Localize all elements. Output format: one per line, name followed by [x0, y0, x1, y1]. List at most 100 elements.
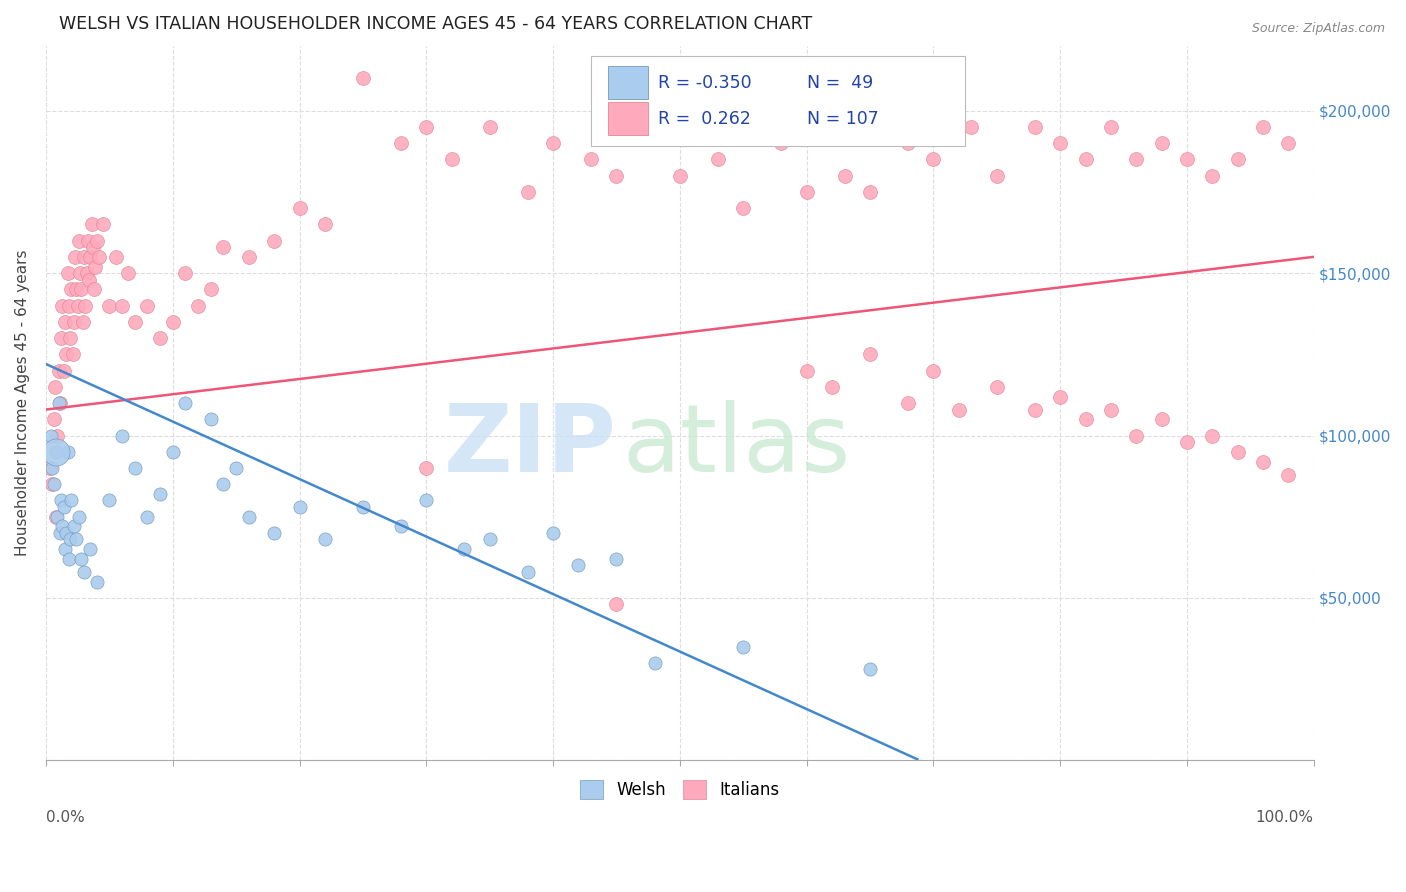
Point	[66, 299, 89, 313]
Legend: Welsh, Italians: Welsh, Italians	[574, 773, 786, 805]
Point	[65, 282, 87, 296]
Point	[174, 266, 197, 280]
Point	[200, 282, 222, 296]
Point	[212, 477, 235, 491]
Point	[111, 428, 134, 442]
Point	[63, 315, 86, 329]
Point	[238, 250, 260, 264]
Point	[73, 565, 96, 579]
Point	[859, 662, 882, 676]
Point	[1099, 402, 1122, 417]
Point	[200, 412, 222, 426]
Point	[65, 533, 87, 547]
Point	[124, 461, 146, 475]
Point	[149, 487, 172, 501]
Point	[49, 526, 72, 541]
Text: WELSH VS ITALIAN HOUSEHOLDER INCOME AGES 45 - 64 YEARS CORRELATION CHART: WELSH VS ITALIAN HOUSEHOLDER INCOME AGES…	[59, 15, 811, 33]
Point	[77, 272, 100, 286]
Point	[453, 542, 475, 557]
Point	[45, 509, 67, 524]
Point	[55, 347, 77, 361]
Point	[897, 136, 920, 150]
Point	[48, 363, 70, 377]
Point	[669, 169, 692, 183]
Text: R =  0.262: R = 0.262	[658, 110, 751, 128]
Point	[1150, 136, 1173, 150]
Point	[288, 500, 311, 514]
Point	[1277, 136, 1299, 150]
Point	[124, 315, 146, 329]
Point	[79, 250, 101, 264]
Point	[516, 185, 538, 199]
Point	[352, 71, 374, 86]
FancyBboxPatch shape	[591, 56, 965, 145]
Point	[41, 477, 63, 491]
Text: N = 107: N = 107	[807, 110, 879, 128]
Point	[60, 282, 83, 296]
Point	[478, 533, 501, 547]
Point	[1049, 390, 1071, 404]
Point	[1125, 428, 1147, 442]
Point	[136, 509, 159, 524]
Point	[288, 201, 311, 215]
Point	[79, 542, 101, 557]
Point	[38, 461, 60, 475]
Point	[605, 552, 627, 566]
Point	[45, 444, 67, 458]
Point	[56, 266, 79, 280]
Point	[733, 201, 755, 215]
Point	[1226, 153, 1249, 167]
Point	[567, 558, 589, 573]
Point	[62, 347, 84, 361]
Point	[73, 250, 96, 264]
Text: atlas: atlas	[623, 400, 851, 491]
Point	[59, 331, 82, 345]
Point	[644, 656, 666, 670]
Point	[796, 363, 818, 377]
Point	[579, 153, 602, 167]
Point	[1251, 454, 1274, 468]
Point	[104, 250, 127, 264]
Point	[1049, 136, 1071, 150]
Point	[1251, 120, 1274, 134]
Point	[75, 299, 97, 313]
Point	[1175, 153, 1198, 167]
Point	[89, 250, 111, 264]
Point	[859, 347, 882, 361]
Text: N =  49: N = 49	[807, 74, 873, 92]
Point	[80, 218, 103, 232]
Point	[440, 153, 463, 167]
Point	[111, 299, 134, 313]
Y-axis label: Householder Income Ages 45 - 64 years: Householder Income Ages 45 - 64 years	[15, 250, 30, 557]
Point	[1125, 153, 1147, 167]
Point	[1099, 120, 1122, 134]
Point	[1277, 467, 1299, 482]
Point	[53, 315, 76, 329]
Point	[516, 565, 538, 579]
Point	[1024, 120, 1046, 134]
Point	[263, 234, 285, 248]
Point	[98, 299, 121, 313]
Point	[478, 120, 501, 134]
Text: ZIP: ZIP	[444, 400, 616, 491]
Point	[541, 136, 564, 150]
Point	[707, 153, 730, 167]
Point	[70, 552, 93, 566]
Point	[162, 444, 184, 458]
Point	[263, 526, 285, 541]
Point	[91, 218, 114, 232]
Point	[46, 428, 69, 442]
Point	[897, 396, 920, 410]
Point	[948, 402, 970, 417]
Point	[541, 526, 564, 541]
Point	[314, 218, 336, 232]
Point	[44, 380, 66, 394]
Point	[49, 396, 72, 410]
Point	[48, 396, 70, 410]
Text: R = -0.350: R = -0.350	[658, 74, 752, 92]
Point	[644, 120, 666, 134]
Point	[770, 136, 793, 150]
Point	[136, 299, 159, 313]
Point	[59, 533, 82, 547]
Point	[1201, 428, 1223, 442]
